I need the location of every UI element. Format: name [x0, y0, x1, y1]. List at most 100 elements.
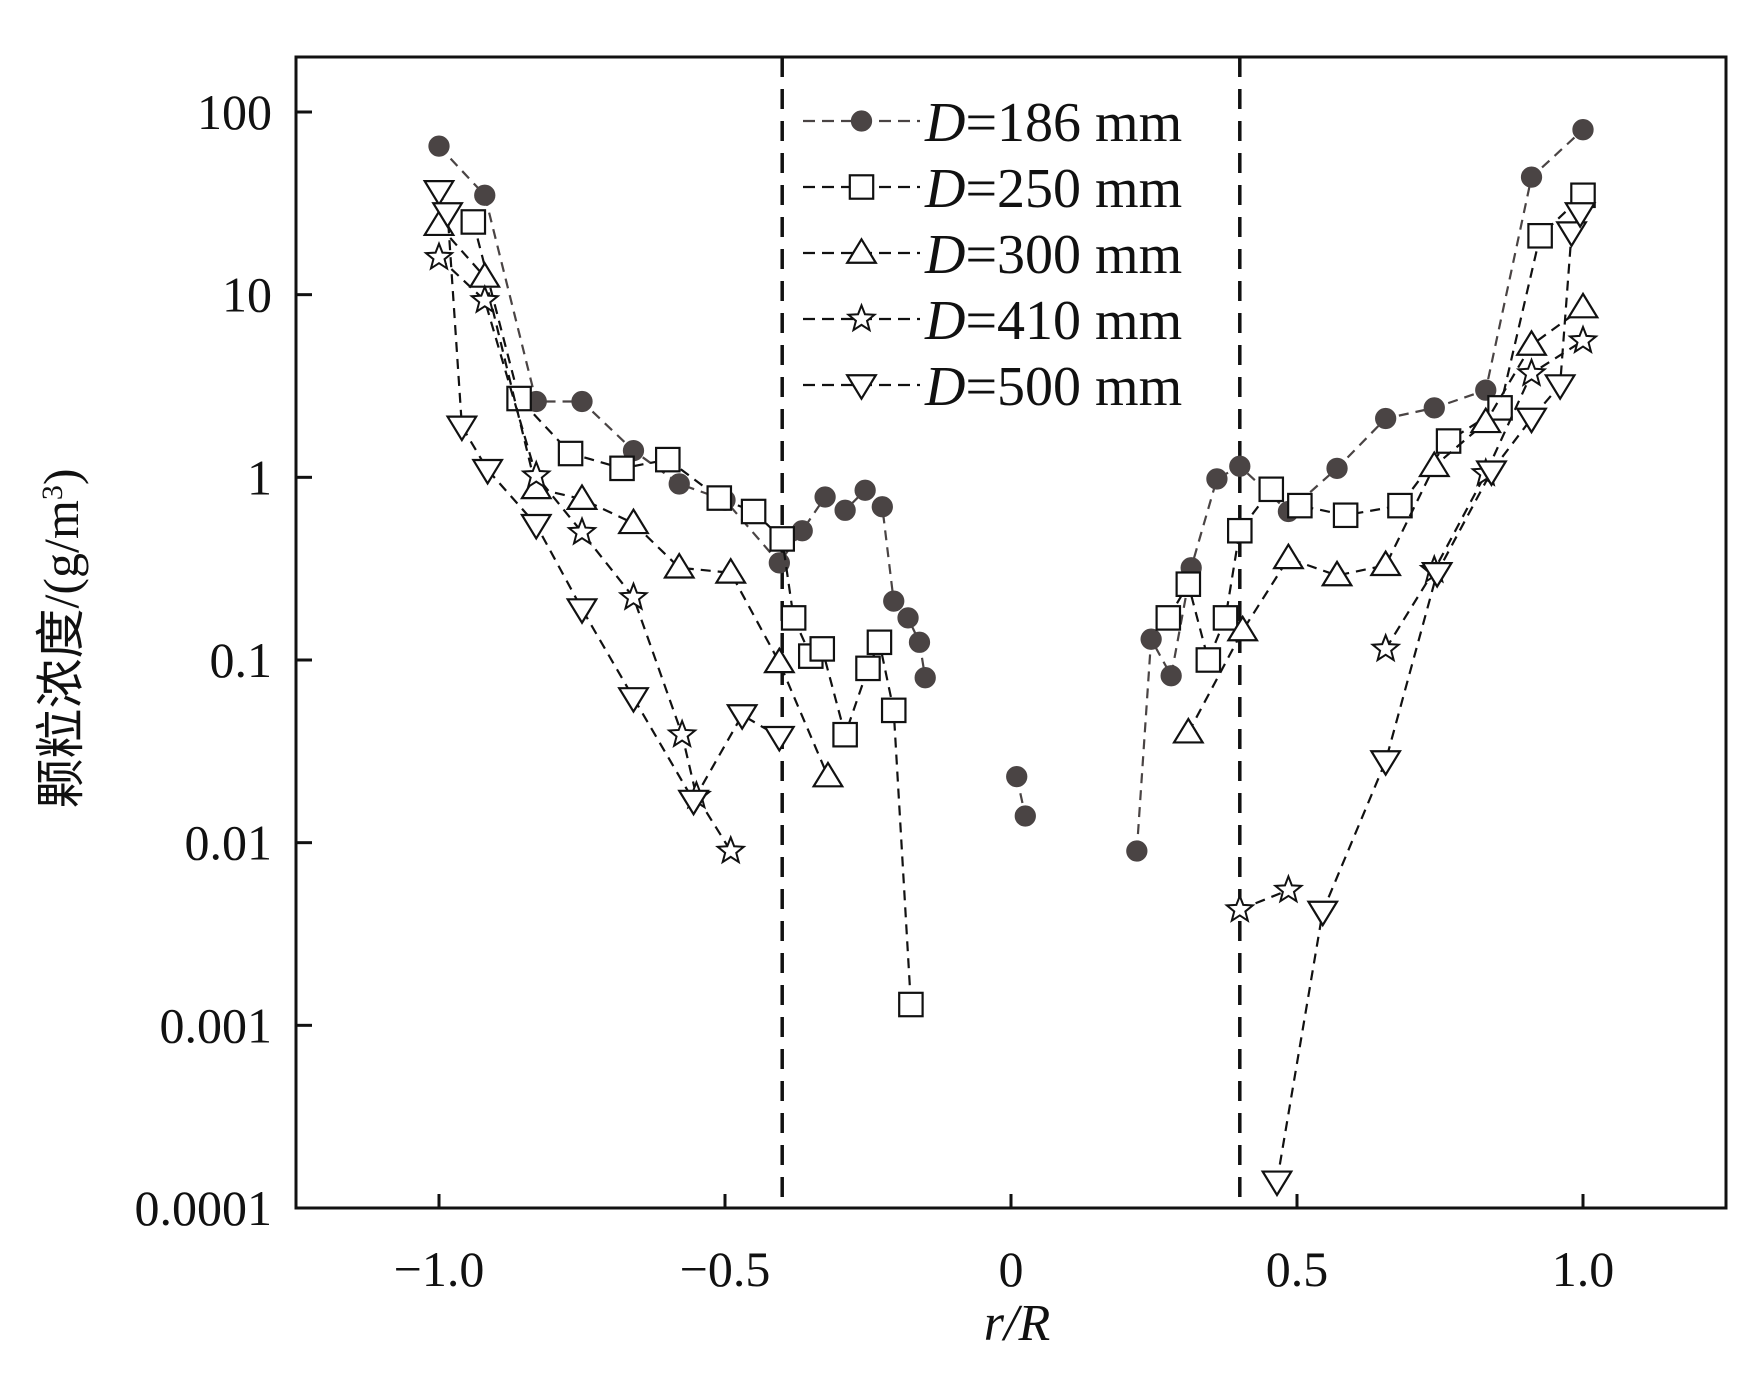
- series-line-0-0: [438, 145, 927, 678]
- data-point: [714, 557, 747, 584]
- data-point: [1369, 549, 1402, 577]
- y-tick-label: 0.001: [160, 997, 273, 1053]
- data-point: [677, 789, 710, 817]
- data-point: [763, 646, 796, 674]
- data-point: [460, 209, 487, 235]
- data-point: [1567, 324, 1599, 354]
- data-point: [898, 991, 924, 1018]
- data-point: [1126, 840, 1148, 862]
- legend-item-4: D=500 mm: [803, 356, 1182, 418]
- data-point: [1306, 900, 1340, 928]
- series-line-2-0: [438, 224, 830, 778]
- legend-item-3: D=410 mm: [803, 290, 1182, 352]
- data-point: [565, 598, 599, 625]
- series-line-3-2: [1384, 339, 1584, 650]
- legend-label-value: =300 mm: [965, 224, 1182, 286]
- data-point: [520, 459, 552, 490]
- data-point: [1527, 222, 1553, 249]
- legend-label: D=250 mm: [924, 158, 1182, 220]
- data-point: [855, 655, 881, 682]
- data-point: [1563, 202, 1597, 229]
- data-point: [1226, 517, 1253, 544]
- legend-label: D=300 mm: [924, 224, 1182, 286]
- legend-label-value: =410 mm: [965, 290, 1182, 352]
- data-point: [617, 581, 650, 611]
- data-point: [609, 455, 635, 482]
- series-line-2-1: [1187, 306, 1584, 734]
- y-axis-title: 颗粒浓度/(g/m3): [33, 469, 89, 809]
- data-point: [474, 184, 496, 206]
- data-point: [422, 180, 456, 207]
- legend-label-var: D: [924, 158, 965, 220]
- y-axis-title-main: 颗粒浓度/(g/m: [33, 500, 89, 808]
- data-point: [1515, 357, 1548, 387]
- data-point: [854, 479, 876, 501]
- svg-text:颗粒浓度/(g/m3): 颗粒浓度/(g/m3): [33, 469, 89, 809]
- legend-label-value: =250 mm: [965, 158, 1182, 220]
- data-point: [809, 636, 836, 662]
- data-point: [1520, 166, 1543, 188]
- data-point: [1212, 605, 1239, 631]
- data-point: [445, 415, 479, 443]
- data-point: [715, 834, 747, 865]
- y-axis-title-superscript: 3: [36, 485, 69, 500]
- data-point: [1172, 716, 1205, 744]
- x-tick-label: 0.5: [1266, 1241, 1329, 1297]
- data-point: [1435, 428, 1462, 454]
- data-point: [1140, 628, 1162, 650]
- series-4: [422, 180, 1597, 1198]
- data-point: [1469, 406, 1503, 434]
- x-tick-label: 1.0: [1552, 1241, 1615, 1297]
- data-point: [1369, 750, 1402, 777]
- data-point: [1226, 614, 1259, 642]
- data-point: [1258, 476, 1285, 503]
- x-tick-label: 0: [999, 1241, 1024, 1297]
- legend-label-var: D: [924, 92, 965, 154]
- data-point: [780, 605, 807, 631]
- data-point: [1206, 468, 1228, 490]
- data-point: [880, 697, 907, 724]
- y-tick-label: 100: [197, 84, 272, 140]
- data-point: [1195, 647, 1222, 673]
- data-point: [1555, 221, 1588, 248]
- y-tick-label: 0.1: [210, 632, 273, 688]
- data-point: [654, 446, 681, 473]
- data-point: [1326, 457, 1348, 479]
- x-tick-label: −0.5: [680, 1241, 771, 1297]
- data-point: [1370, 632, 1402, 663]
- x-axis-title: r/R: [984, 1295, 1050, 1352]
- data-point: [769, 526, 795, 552]
- data-point: [883, 590, 905, 612]
- data-point: [431, 202, 464, 229]
- series-line-1-0: [472, 221, 912, 1005]
- data-point: [763, 725, 796, 753]
- data-point: [571, 390, 593, 413]
- legend-marker: [845, 302, 878, 333]
- data-point: [1229, 455, 1251, 477]
- y-tick-label: 0.0001: [135, 1180, 273, 1236]
- data-point: [1272, 542, 1305, 570]
- data-point: [791, 520, 813, 542]
- legend-label: D=410 mm: [924, 290, 1182, 352]
- data-point: [814, 486, 836, 508]
- series-2: [422, 209, 1600, 788]
- series-layer: [422, 119, 1600, 1198]
- legend-marker: [848, 174, 875, 200]
- data-point: [740, 498, 767, 525]
- data-point: [811, 760, 845, 788]
- data-point: [1014, 805, 1036, 827]
- axes-layer: −1.0 −0.5 0 0.5 1.0 0.0001 0.001 0.01 0.1 1 10 100: [135, 84, 1615, 1297]
- data-point: [666, 718, 698, 748]
- data-point: [566, 515, 598, 546]
- series-line-4-0: [437, 190, 780, 803]
- legend-label-var: D: [924, 290, 965, 352]
- series-line-4-1: [1275, 212, 1582, 1182]
- y-tick-label: 10: [222, 267, 272, 323]
- data-point: [908, 631, 931, 653]
- legend-item-2: D=300 mm: [803, 224, 1182, 286]
- legend-label-var: D: [924, 224, 965, 286]
- data-point: [1160, 665, 1182, 687]
- legend-label-value: =186 mm: [965, 92, 1182, 154]
- x-tick-label: −1.0: [394, 1241, 485, 1297]
